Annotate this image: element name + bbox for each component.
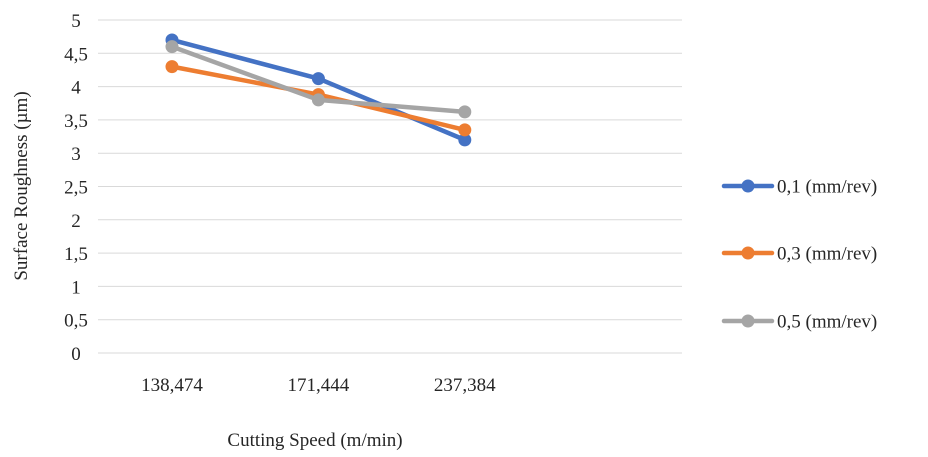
x-tick-label: 237,384: [434, 375, 496, 396]
legend-label: 0,5 (mm/rev): [777, 312, 877, 333]
legend-swatch-marker: [741, 246, 755, 260]
y-tick-label: 5: [71, 11, 81, 32]
legend-swatch-marker: [741, 314, 755, 328]
x-axis-title: Cutting Speed (m/min): [227, 430, 402, 451]
legend-item: 0,1 (mm/rev): [721, 177, 877, 198]
y-axis-title: Surface Roughness (µm): [11, 91, 32, 280]
y-tick-label: 1,5: [64, 244, 88, 265]
y-tick-label: 4,5: [64, 44, 88, 65]
y-axis-tick-labels: 0 0,5 1 1,5 2 2,5 3 3,5 4 4,5 5: [64, 11, 88, 365]
y-tick-label: 3: [71, 144, 81, 165]
y-tick-label: 4: [71, 78, 81, 99]
y-tick-label: 0,5: [64, 311, 88, 332]
series-3: [165, 40, 472, 119]
data-point: [458, 123, 472, 137]
data-point: [458, 105, 472, 119]
x-tick-label: 138,474: [141, 375, 203, 396]
y-tick-label: 2,5: [64, 178, 88, 199]
legend-label: 0,3 (mm/rev): [777, 244, 877, 265]
gridlines: [98, 19, 682, 354]
legend-label: 0,1 (mm/rev): [777, 177, 877, 198]
data-point: [311, 93, 325, 107]
y-tick-label: 1: [71, 277, 81, 298]
legend-item: 0,5 (mm/rev): [721, 312, 877, 333]
data-point: [165, 60, 179, 74]
legend-swatch-marker: [741, 179, 755, 193]
series-layer: [165, 33, 472, 147]
data-point: [311, 72, 325, 86]
y-tick-label: 0: [71, 344, 81, 365]
y-tick-label: 2: [71, 211, 81, 232]
legend-item: 0,3 (mm/rev): [721, 244, 877, 265]
data-point: [165, 40, 179, 54]
legend: 0,1 (mm/rev) 0,3 (mm/rev) 0,5 (mm/rev): [721, 177, 877, 333]
y-tick-label: 3,5: [64, 111, 88, 132]
x-tick-label: 171,444: [288, 375, 350, 396]
x-axis-tick-labels: 138,474 171,444 237,384: [141, 375, 496, 396]
data-point: [458, 133, 472, 147]
